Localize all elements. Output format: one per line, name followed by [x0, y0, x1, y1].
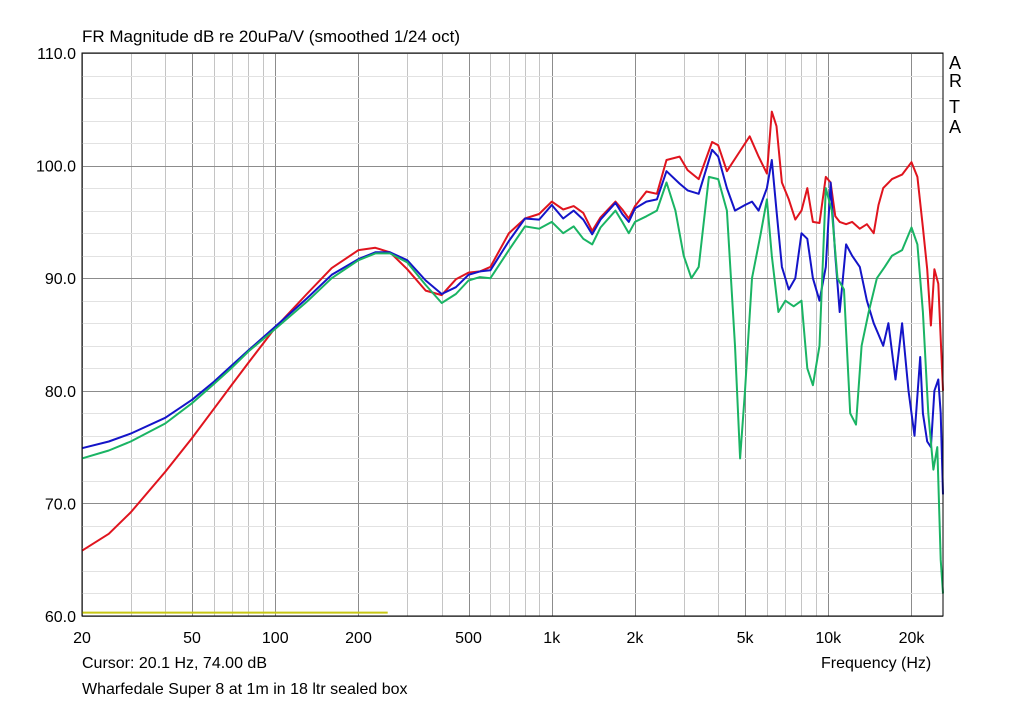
x-tick-label: 20k	[899, 630, 926, 647]
x-tick-label: 5k	[737, 630, 755, 647]
series-line-3	[81, 175, 944, 594]
x-tick-label: 20	[73, 630, 91, 647]
arta-watermark-a1: A	[949, 53, 962, 73]
y-tick-label: 70.0	[45, 496, 76, 513]
series-line-1	[81, 110, 944, 552]
series-line-2	[81, 148, 944, 495]
y-tick-label: 90.0	[45, 271, 76, 288]
arta-watermark-a2: A	[949, 117, 962, 137]
grid	[82, 53, 943, 617]
x-tick-label: 10k	[815, 630, 842, 647]
plot-frame	[81, 52, 944, 617]
x-axis-label: Frequency (Hz)	[821, 655, 932, 672]
y-tick-label: 60.0	[45, 609, 76, 626]
x-tick-label: 1k	[543, 630, 561, 647]
chart-title: FR Magnitude dB re 20uPa/V (smoothed 1/2…	[82, 27, 460, 46]
x-tick-label: 500	[455, 630, 482, 647]
x-tick-label: 50	[183, 630, 201, 647]
arta-watermark-t: T	[949, 97, 960, 117]
chart-caption: Wharfedale Super 8 at 1m in 18 ltr seale…	[82, 681, 408, 698]
x-tick-label: 200	[345, 630, 372, 647]
arta-watermark-r: R	[949, 71, 962, 91]
y-tick-label: 110.0	[37, 46, 76, 63]
curves	[81, 110, 944, 614]
x-tick-label: 2k	[627, 630, 645, 647]
y-tick-label: 80.0	[45, 384, 76, 401]
cursor-readout: Cursor: 20.1 Hz, 74.00 dB	[82, 655, 267, 672]
x-tick-label: 100	[262, 630, 289, 647]
y-tick-label: 100.0	[36, 159, 76, 176]
